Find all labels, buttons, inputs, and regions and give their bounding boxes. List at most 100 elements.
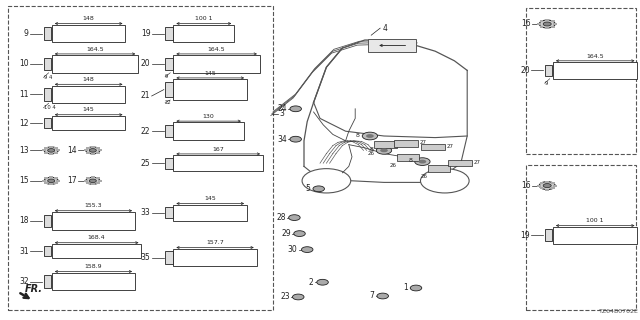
Text: 148: 148 — [83, 77, 95, 82]
Bar — [49, 176, 53, 178]
Text: 27: 27 — [419, 140, 426, 145]
Circle shape — [289, 215, 300, 220]
Bar — [165, 28, 173, 40]
Circle shape — [543, 22, 551, 26]
Text: 130: 130 — [203, 114, 214, 119]
Text: 20: 20 — [141, 60, 150, 68]
Bar — [44, 177, 48, 179]
Text: 8: 8 — [370, 147, 374, 152]
Bar — [173, 122, 244, 140]
Bar — [526, 8, 636, 154]
Text: 19: 19 — [141, 29, 150, 38]
Bar — [52, 244, 141, 259]
Text: 158.9: 158.9 — [84, 264, 102, 269]
Text: 100 1: 100 1 — [586, 218, 604, 223]
Bar — [54, 152, 58, 154]
Bar — [49, 153, 53, 155]
Text: 145: 145 — [83, 108, 95, 113]
Circle shape — [48, 148, 55, 152]
Bar — [165, 207, 173, 218]
Bar — [84, 149, 88, 151]
Bar — [173, 25, 234, 42]
Bar — [91, 146, 95, 148]
Text: 8: 8 — [408, 158, 412, 164]
Bar — [44, 147, 48, 149]
Bar — [551, 20, 555, 22]
Text: 9: 9 — [24, 29, 29, 38]
Text: 30: 30 — [288, 245, 298, 254]
Text: 12: 12 — [19, 119, 29, 128]
Text: 25: 25 — [141, 159, 150, 168]
Text: 145: 145 — [204, 71, 216, 76]
Bar — [394, 140, 418, 147]
Bar — [91, 153, 95, 155]
Text: 7: 7 — [369, 292, 374, 300]
Text: 33: 33 — [141, 208, 150, 217]
Bar — [44, 58, 51, 70]
Bar — [44, 152, 48, 154]
Text: 27: 27 — [474, 160, 481, 165]
Bar — [86, 147, 90, 149]
Bar — [44, 215, 51, 227]
Bar — [49, 146, 53, 148]
Text: 10: 10 — [19, 60, 29, 68]
Text: 14: 14 — [67, 146, 77, 155]
Text: 22: 22 — [165, 100, 172, 105]
Text: 24: 24 — [277, 104, 287, 113]
Text: 100 1: 100 1 — [195, 16, 212, 21]
Circle shape — [48, 179, 55, 182]
Text: FR.: FR. — [24, 284, 42, 294]
Circle shape — [540, 20, 556, 28]
Bar — [52, 273, 135, 291]
Bar — [84, 180, 88, 182]
Bar — [52, 212, 135, 230]
Bar — [96, 177, 100, 179]
Text: 23: 23 — [280, 292, 290, 301]
Bar — [86, 182, 90, 184]
Bar — [56, 149, 60, 151]
Bar — [545, 188, 549, 190]
Circle shape — [380, 148, 388, 152]
Text: 164.5: 164.5 — [208, 47, 225, 52]
Circle shape — [540, 181, 556, 189]
Text: 26: 26 — [390, 163, 397, 168]
Text: 8: 8 — [356, 133, 360, 138]
Text: 16: 16 — [522, 20, 531, 28]
Text: 168.4: 168.4 — [88, 236, 106, 241]
Text: 19: 19 — [520, 231, 530, 240]
Text: 35: 35 — [141, 253, 150, 262]
Text: 164.5: 164.5 — [86, 47, 104, 52]
Text: 17: 17 — [67, 176, 77, 185]
Bar — [173, 55, 260, 73]
Bar — [173, 79, 247, 100]
Text: 13: 13 — [19, 146, 29, 155]
Bar — [44, 182, 48, 184]
Bar — [165, 252, 173, 264]
Bar — [553, 23, 557, 25]
Bar — [165, 125, 173, 137]
Bar — [173, 205, 247, 221]
Bar — [44, 118, 51, 128]
Text: 26: 26 — [421, 174, 428, 180]
Circle shape — [294, 231, 305, 236]
Text: 29: 29 — [282, 229, 291, 238]
Text: 32: 32 — [19, 277, 29, 286]
Bar — [545, 65, 552, 76]
Circle shape — [90, 179, 96, 182]
Bar — [91, 183, 95, 185]
Text: 9: 9 — [545, 81, 548, 86]
Text: 1: 1 — [404, 284, 408, 292]
Bar — [173, 249, 257, 266]
Bar — [421, 144, 445, 150]
Circle shape — [317, 279, 328, 285]
Bar — [540, 26, 543, 28]
Text: 9 4: 9 4 — [44, 75, 52, 80]
Text: 145: 145 — [204, 196, 216, 201]
Bar — [397, 154, 419, 161]
Bar — [52, 85, 125, 103]
Bar — [86, 177, 90, 179]
Circle shape — [420, 169, 469, 193]
Text: 155.3: 155.3 — [84, 204, 102, 209]
Circle shape — [90, 148, 96, 152]
Bar — [545, 229, 552, 241]
